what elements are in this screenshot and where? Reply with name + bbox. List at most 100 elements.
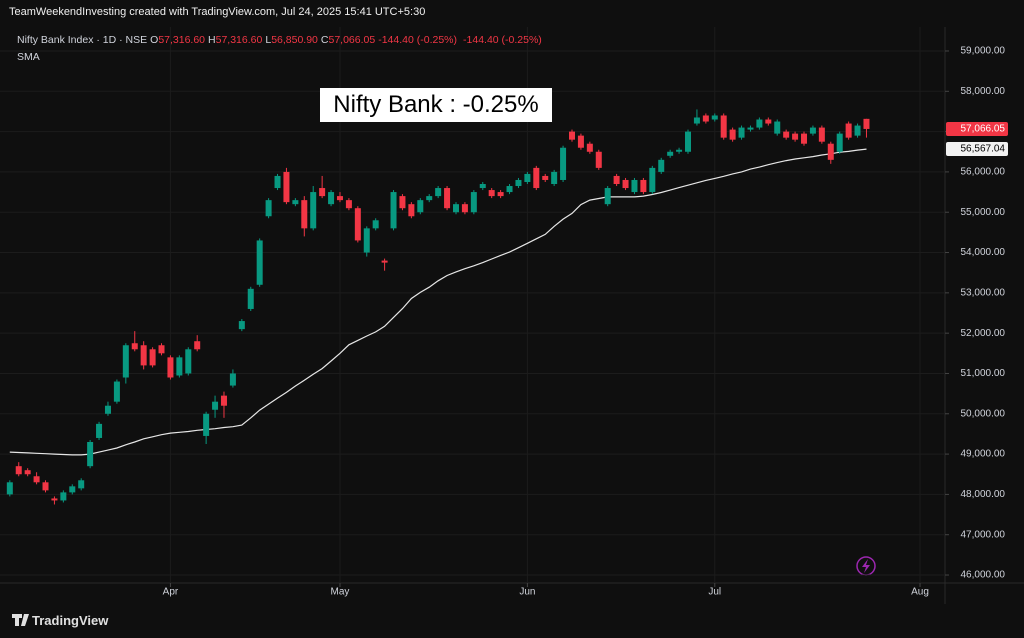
candle-body [595, 151, 602, 168]
x-tick-label: May [331, 587, 350, 598]
candle-body [194, 341, 201, 350]
y-tick-label: 49,000.00 [961, 449, 1006, 460]
x-tick-label: Aug [911, 587, 929, 598]
candle-body [220, 395, 227, 406]
candle-body [568, 131, 575, 140]
indicator-label: SMA [17, 51, 40, 63]
candle-body [461, 204, 468, 213]
candle-body [747, 127, 754, 130]
candle-body [24, 470, 31, 475]
candle-body [783, 131, 790, 138]
candle-body [158, 345, 165, 354]
candle-body [702, 115, 709, 122]
legend: Nifty Bank Index · 1D · NSE O57,316.60 H57… [17, 34, 548, 46]
candle-body [319, 188, 326, 197]
candle-body [809, 127, 816, 134]
ohlc-prefix: O [150, 34, 159, 46]
candle-body [533, 167, 540, 189]
y-tick-label: 50,000.00 [961, 408, 1006, 419]
candle-body [631, 179, 638, 193]
candle-body [845, 123, 852, 138]
candle-body [658, 159, 665, 172]
candle-body [131, 343, 138, 350]
candle-body [283, 171, 290, 203]
candle-body [336, 196, 343, 201]
y-tick-label: 46,000.00 [961, 570, 1006, 581]
candle-body [51, 498, 58, 501]
candle-body [42, 482, 49, 491]
candle-body [399, 196, 406, 209]
candle-body [765, 119, 772, 124]
y-tick-label: 48,000.00 [961, 489, 1006, 500]
candle-body [506, 186, 513, 193]
ohlc-value: 57,316.60 [215, 34, 263, 46]
change: -144.40 (-0.25%) [463, 34, 542, 46]
candle-body [354, 208, 361, 241]
ohlc-prefix: L [265, 34, 272, 46]
candle-body [274, 175, 281, 189]
candle-body [104, 405, 111, 414]
candle-body [69, 486, 76, 493]
candle-body [381, 260, 388, 263]
ohlc-prefix: H [208, 34, 216, 46]
candle-body [542, 175, 549, 180]
candle-body [87, 441, 94, 467]
candle-body [676, 149, 683, 152]
candle-body [426, 196, 433, 201]
candle-body [622, 179, 629, 189]
ohlc-prefix: C [320, 34, 329, 46]
candle-body [435, 188, 442, 197]
candle-body [185, 349, 192, 374]
candle-body [113, 381, 120, 402]
candle-body [212, 401, 219, 410]
candle-body [345, 200, 352, 209]
candle-body [863, 118, 870, 129]
candle-body [560, 147, 567, 180]
candle-body [203, 413, 210, 436]
candle-body [310, 192, 317, 229]
candle-body [818, 127, 825, 142]
candle-body [827, 143, 834, 160]
candle-body [586, 143, 593, 152]
candle-body [667, 151, 674, 156]
y-tick-label: 54,000.00 [961, 247, 1006, 258]
candle-body [738, 127, 745, 138]
candle-body [479, 184, 486, 189]
y-tick-label: 55,000.00 [961, 207, 1006, 218]
candle-body [640, 179, 647, 193]
sma-price-label: 56,567.04 [961, 144, 1006, 155]
y-tick-label: 56,000.00 [961, 167, 1006, 178]
candle-body [452, 204, 459, 213]
annotation: Nifty Bank : -0.25% [320, 88, 552, 122]
candle-body [140, 345, 147, 366]
candle-body [693, 117, 700, 124]
candle-body [390, 192, 397, 229]
ohlc-value: 57,066.05 [328, 34, 376, 46]
y-tick-label: 58,000.00 [961, 86, 1006, 97]
candle-body [176, 357, 183, 376]
ohlc-value: 56,850.90 [271, 34, 318, 46]
ohlc-value: 57,316.60 [158, 34, 206, 46]
candle-body [6, 482, 13, 495]
candle-body [328, 192, 335, 205]
sma-line [9, 148, 867, 456]
candle-body [372, 220, 379, 229]
candle-body [649, 167, 656, 193]
change: -144.40 (-0.25%) [378, 34, 458, 46]
candle-body [488, 190, 495, 197]
y-tick-label: 47,000.00 [961, 529, 1006, 540]
y-tick-label: 59,000.00 [961, 46, 1006, 57]
candle-body [613, 175, 620, 185]
candle-body [729, 129, 736, 140]
footer: TradingView [32, 613, 109, 628]
candle-body [685, 131, 692, 152]
candle-body [417, 200, 424, 213]
candle-body [801, 133, 808, 144]
x-tick-label: Apr [163, 587, 179, 598]
candle-body [470, 192, 477, 213]
candle-body [149, 349, 156, 366]
sma-price-box [946, 142, 1008, 157]
candle-body [836, 133, 843, 152]
candle-body [524, 173, 531, 182]
candle-body [301, 200, 308, 229]
